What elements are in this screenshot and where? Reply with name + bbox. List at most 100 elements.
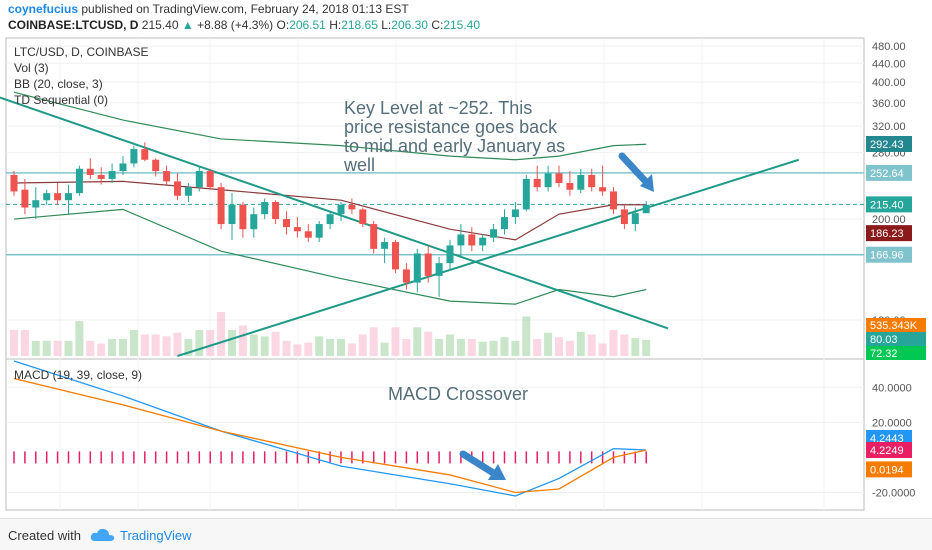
candle-body: [631, 213, 639, 225]
candle-body: [501, 217, 508, 230]
candle-body: [642, 204, 650, 214]
volume-bar: [173, 332, 182, 356]
volume-bar: [587, 334, 596, 356]
volume-bar: [42, 340, 51, 356]
macd-label-bg: [866, 429, 912, 446]
candle-body: [283, 219, 290, 228]
candle-body: [359, 209, 367, 225]
bb-lower-band: [13, 208, 647, 305]
last-price: 215.40: [141, 18, 179, 32]
volume-bar: [620, 334, 629, 356]
volume-bar: [108, 339, 117, 356]
price-tick-label: 480.00: [872, 41, 906, 53]
volume-bar: [140, 334, 149, 356]
macd-tick-label: 20.0000: [872, 417, 912, 429]
date-tick-label: Feb: [387, 517, 406, 518]
key-level-line-1: Key Level at ~252. This: [344, 98, 532, 118]
key-level-line-2: price resistance goes back: [344, 117, 558, 137]
volume-bar: [53, 340, 62, 356]
price-tick-label: 320.00: [872, 121, 906, 133]
candle-body: [239, 204, 247, 230]
candle-body: [163, 171, 171, 182]
bb-basis-line: [13, 180, 647, 241]
publish-line: coynefucius published on TradingView.com…: [8, 2, 409, 16]
macd-label: 4.2443: [870, 433, 904, 445]
arrow-icon: [618, 152, 654, 192]
candle-body: [413, 253, 421, 283]
author-link[interactable]: coynefucius: [8, 2, 79, 16]
candle-body: [304, 231, 312, 238]
candle-body: [479, 237, 487, 246]
candle-body: [86, 168, 94, 175]
candle-body: [490, 229, 498, 238]
price-tick-label: 200.00: [872, 214, 906, 226]
symbol: COINBASE:LTCUSD, D: [8, 18, 139, 32]
volume-bar: [228, 330, 236, 356]
volume-label-bg: [866, 346, 926, 360]
volume-bar: [555, 337, 563, 356]
low-label: L:: [381, 18, 392, 32]
volume-bar: [424, 331, 433, 356]
volume-label: 72.32: [870, 348, 898, 360]
volume-bar: [184, 339, 193, 356]
volume-bar: [576, 331, 585, 356]
candle-body: [457, 234, 465, 246]
price-tick-label: 400.00: [872, 77, 906, 89]
tradingview-link[interactable]: TradingView: [120, 528, 192, 543]
volume-bar: [119, 339, 127, 356]
candle-body: [392, 242, 399, 270]
candle-body: [228, 204, 236, 225]
up-triangle-icon: ▲: [181, 18, 194, 32]
volume-bar: [402, 339, 411, 356]
volume-bar: [238, 325, 247, 356]
candle-body: [620, 209, 628, 225]
date-tick-label: 15: [204, 517, 216, 518]
candle-body: [206, 171, 214, 188]
volume-bar: [413, 327, 422, 356]
candle-body: [588, 174, 596, 188]
close-value: 215.40: [443, 18, 481, 32]
candle-body: [555, 173, 563, 184]
volume-bar: [358, 334, 367, 356]
key-level-line-4: well: [343, 155, 375, 175]
volume-bar: [31, 340, 40, 356]
volume-bar: [315, 336, 324, 356]
macd-label-bg: [866, 442, 912, 459]
volume-bar: [217, 312, 226, 356]
candle-body: [446, 245, 454, 264]
macd-tick-label: -20.0000: [872, 487, 915, 499]
candle-body: [577, 174, 585, 190]
legend-macd: MACD (19, 39, close, 9): [14, 368, 142, 382]
candle-body: [174, 181, 181, 196]
high-label: H:: [329, 18, 342, 32]
candle-body: [141, 149, 149, 160]
candle-body: [184, 187, 192, 196]
macd-line: [13, 360, 647, 497]
price-label-bg: [866, 135, 912, 152]
volume-bar: [489, 340, 498, 356]
created-with: Created with: [8, 528, 81, 543]
candle-body: [544, 173, 552, 188]
change: +8.88 (+4.3%): [197, 18, 274, 32]
candle-body: [65, 193, 72, 201]
candle-body: [272, 202, 280, 220]
key-level-line-3: to mid and early January as: [344, 136, 565, 156]
price-label: 252.64: [870, 168, 904, 180]
candle-body: [424, 253, 432, 276]
volume-bar: [544, 332, 553, 356]
candle-body: [250, 214, 258, 230]
volume-bar: [500, 337, 509, 356]
volume-bar: [326, 339, 335, 356]
volume-bar: [369, 327, 378, 356]
candle-body: [97, 174, 105, 179]
candle-body: [370, 224, 378, 249]
candle-body: [599, 187, 607, 192]
price-chart[interactable]: 480.00440.00400.00360.00320.00280.00200.…: [0, 36, 932, 518]
volume-bar: [598, 343, 607, 356]
price-label-bg: [866, 164, 912, 181]
candle-body: [21, 189, 29, 208]
date-tick-label: 20: [598, 517, 610, 518]
trend-line: [177, 158, 800, 357]
volume-bar: [565, 340, 574, 356]
candle-body: [293, 227, 301, 232]
